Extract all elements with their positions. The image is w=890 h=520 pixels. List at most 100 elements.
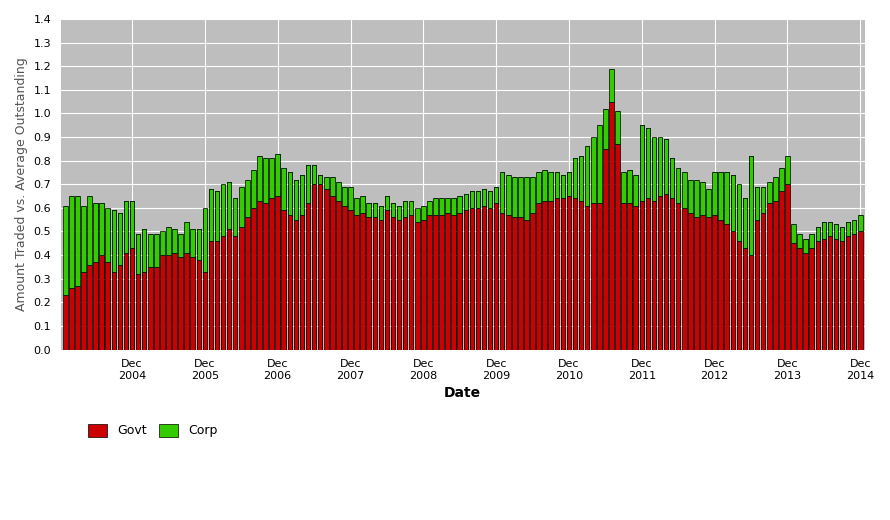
Bar xyxy=(288,215,293,349)
Bar xyxy=(203,271,207,349)
Bar xyxy=(94,262,99,349)
Bar xyxy=(670,199,675,349)
Bar xyxy=(737,184,741,241)
Bar xyxy=(732,231,736,349)
Bar xyxy=(798,234,803,248)
Bar xyxy=(628,170,633,203)
Bar xyxy=(597,203,602,349)
Bar xyxy=(306,203,311,349)
Bar xyxy=(603,149,608,349)
Bar xyxy=(312,165,316,184)
Bar xyxy=(495,203,499,349)
Bar xyxy=(125,201,129,253)
Bar xyxy=(179,234,183,257)
Bar xyxy=(494,187,498,203)
Bar xyxy=(597,125,602,203)
Bar xyxy=(506,175,511,215)
Bar xyxy=(87,196,92,265)
Bar xyxy=(306,203,311,349)
Bar xyxy=(330,196,336,349)
Bar xyxy=(840,227,845,241)
Bar xyxy=(470,191,474,208)
Y-axis label: Amount Traded vs. Average Outstanding: Amount Traded vs. Average Outstanding xyxy=(15,57,28,311)
Bar xyxy=(525,219,530,349)
Bar xyxy=(792,243,797,349)
Bar xyxy=(853,234,857,349)
Bar xyxy=(63,295,69,349)
Bar xyxy=(513,217,517,349)
Bar xyxy=(724,225,729,349)
Bar xyxy=(161,255,166,349)
Bar xyxy=(81,205,85,271)
Bar xyxy=(318,184,322,349)
Bar xyxy=(537,173,541,203)
Bar xyxy=(853,219,857,234)
Bar xyxy=(184,222,189,253)
Bar xyxy=(203,208,207,271)
Bar xyxy=(373,203,377,217)
Bar xyxy=(142,229,147,271)
Bar xyxy=(93,203,98,262)
Bar xyxy=(640,125,644,201)
Bar xyxy=(100,203,104,255)
Bar xyxy=(343,205,347,349)
Bar xyxy=(281,168,286,210)
Bar xyxy=(300,175,304,215)
Bar xyxy=(106,262,110,349)
Bar xyxy=(719,219,724,349)
Bar xyxy=(384,210,389,349)
Bar xyxy=(475,208,481,349)
Bar xyxy=(306,165,311,203)
Bar xyxy=(239,227,244,349)
Bar xyxy=(627,203,632,349)
Bar xyxy=(124,201,128,253)
Bar xyxy=(209,241,214,349)
Bar xyxy=(621,203,626,349)
Bar xyxy=(676,168,681,203)
Bar xyxy=(361,196,366,213)
Bar xyxy=(416,222,420,349)
Bar xyxy=(767,182,773,203)
Bar xyxy=(519,177,523,217)
Bar xyxy=(392,203,396,217)
Bar xyxy=(136,274,141,349)
Bar xyxy=(810,234,814,248)
Bar xyxy=(178,234,182,257)
Bar xyxy=(586,147,590,205)
Bar xyxy=(761,187,765,213)
Bar xyxy=(252,208,256,349)
Bar xyxy=(609,101,614,349)
Bar xyxy=(263,158,269,203)
Bar xyxy=(695,217,700,349)
Bar xyxy=(482,189,487,205)
Bar xyxy=(397,205,401,219)
Bar xyxy=(403,217,408,349)
Bar xyxy=(731,175,735,231)
Bar xyxy=(294,219,298,349)
Bar xyxy=(397,205,402,219)
Bar xyxy=(476,208,481,349)
Bar xyxy=(88,265,93,349)
Bar xyxy=(245,217,249,349)
Bar xyxy=(567,196,571,349)
Bar xyxy=(779,191,784,349)
Bar xyxy=(481,189,486,205)
Bar xyxy=(160,255,165,349)
Bar xyxy=(712,173,717,215)
Bar xyxy=(737,241,741,349)
Bar xyxy=(295,179,299,219)
Bar xyxy=(415,208,419,222)
Bar xyxy=(525,177,530,219)
Bar xyxy=(257,201,262,349)
Bar xyxy=(233,236,239,349)
Bar xyxy=(791,243,796,349)
Bar xyxy=(749,156,754,255)
Bar xyxy=(142,271,147,349)
Bar xyxy=(263,203,268,349)
Bar xyxy=(707,217,711,349)
Bar xyxy=(452,199,457,215)
Bar xyxy=(451,199,456,215)
Bar xyxy=(573,199,578,349)
Bar xyxy=(500,173,506,213)
Bar xyxy=(700,215,706,349)
